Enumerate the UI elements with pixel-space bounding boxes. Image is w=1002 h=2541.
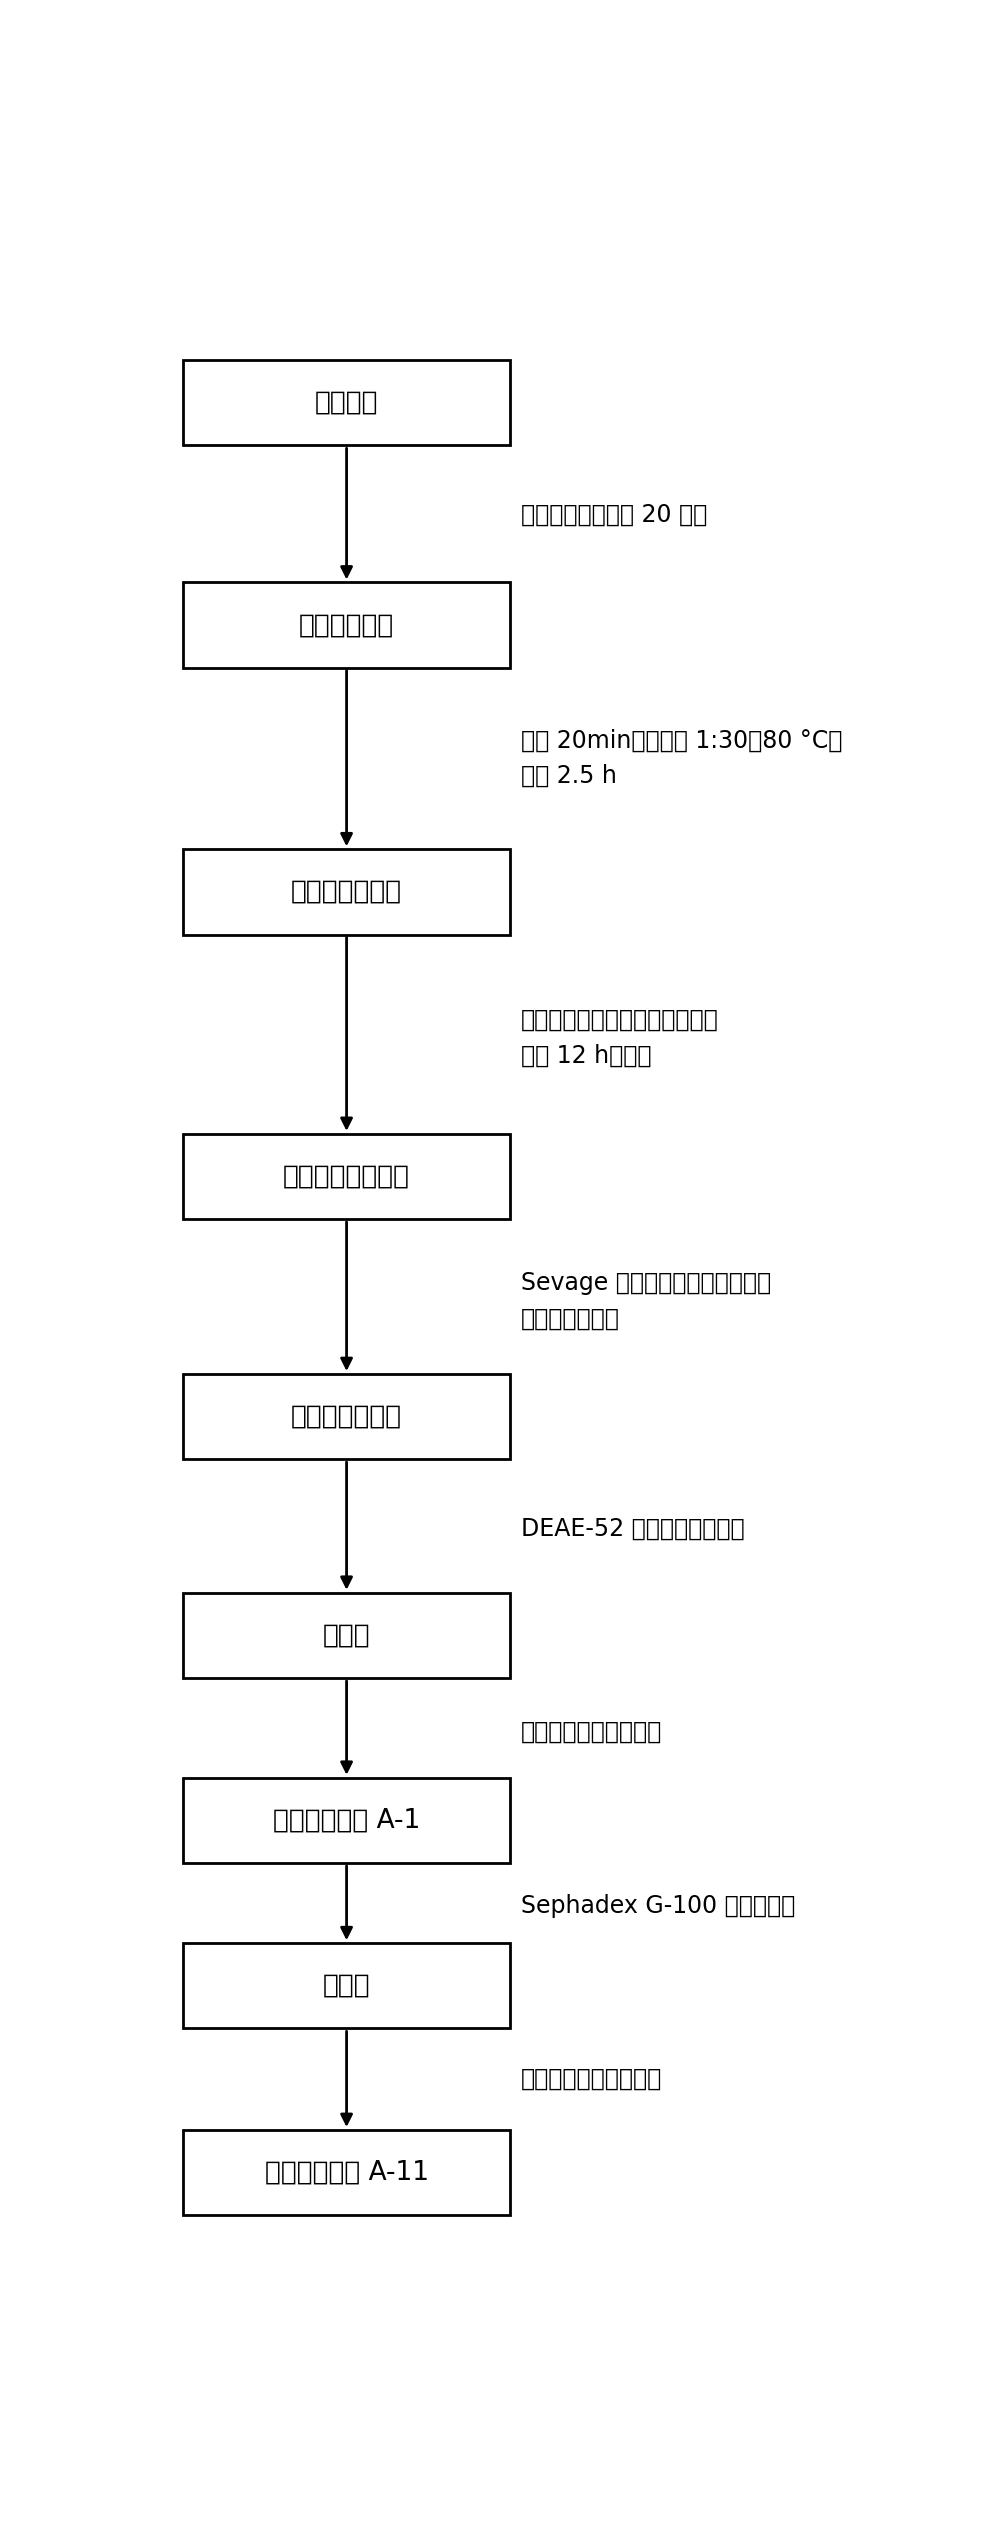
- Text: DEAE-52 阴离子交换柱层析: DEAE-52 阴离子交换柱层析: [521, 1517, 744, 1540]
- Bar: [183, 2129, 510, 2216]
- Text: 大石花菜粉末: 大石花菜粉末: [299, 612, 394, 638]
- Text: 大石花菜多糖 A-1: 大石花菜多糖 A-1: [273, 1807, 420, 1835]
- Text: Sevage 法除蛋白，离心，上清液
浓缩，冷冻干燥: Sevage 法除蛋白，离心，上清液 浓缩，冷冻干燥: [521, 1270, 772, 1331]
- Text: 洗脱液: 洗脱液: [323, 1972, 371, 2000]
- Text: 浓缩、透析、冷冻干燥: 浓缩、透析、冷冻干燥: [521, 1720, 662, 1743]
- Text: 浸泡 20min，料液比 1:30，80 °C，
提取 2.5 h: 浸泡 20min，料液比 1:30，80 °C， 提取 2.5 h: [521, 729, 843, 788]
- Bar: [183, 582, 510, 668]
- Bar: [183, 1375, 510, 1459]
- Text: Sephadex G-100 凝胶柱层析: Sephadex G-100 凝胶柱层析: [521, 1893, 796, 1918]
- Text: 浓缩、加入两倍体积无水乙醇，
静置 12 h，离心: 浓缩、加入两倍体积无水乙醇， 静置 12 h，离心: [521, 1009, 719, 1067]
- Bar: [183, 1779, 510, 1863]
- Bar: [183, 1944, 510, 2028]
- Bar: [183, 849, 510, 935]
- Text: 大石花菜多糖 A-11: 大石花菜多糖 A-11: [265, 2160, 429, 2185]
- Text: 大石花菜粗多糖: 大石花菜粗多糖: [291, 1403, 402, 1431]
- Text: 大石花菜水提液: 大石花菜水提液: [291, 879, 402, 905]
- Bar: [183, 361, 510, 445]
- Text: 大石花菜: 大石花菜: [315, 389, 379, 417]
- Text: 去杂，粉碎，再过 20 目筛: 去杂，粉碎，再过 20 目筛: [521, 503, 707, 526]
- Bar: [183, 1133, 510, 1220]
- Text: 大石花菜多糖沉淀: 大石花菜多糖沉淀: [284, 1164, 410, 1189]
- Text: 洗脱液: 洗脱液: [323, 1621, 371, 1649]
- Bar: [183, 1593, 510, 1677]
- Text: 浓缩、透析、冷冻干燥: 浓缩、透析、冷冻干燥: [521, 2066, 662, 2091]
